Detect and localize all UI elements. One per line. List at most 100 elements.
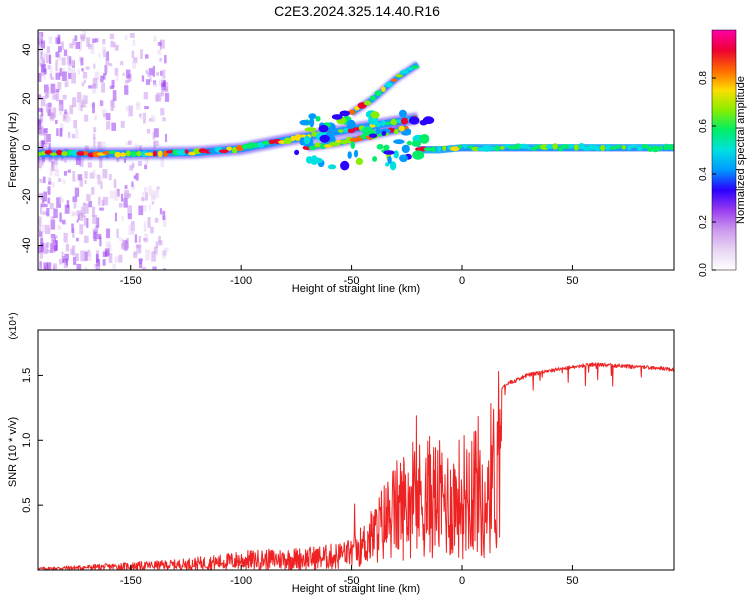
noise-speckle — [110, 99, 114, 108]
noise-speckle — [102, 259, 106, 266]
noise-speckle — [42, 224, 45, 233]
noise-speckle — [39, 267, 43, 270]
ridge-blob — [494, 145, 500, 152]
noise-speckle — [80, 106, 83, 112]
noise-speckle — [52, 182, 55, 188]
noise-speckle — [67, 131, 71, 139]
noise-speckle — [43, 262, 49, 270]
ridge-blob — [394, 128, 399, 135]
noise-speckle — [38, 265, 41, 270]
transition-blob — [319, 134, 330, 143]
noise-speckle — [47, 64, 51, 70]
noise-speckle — [104, 65, 108, 73]
ridge-blob — [130, 151, 138, 157]
noise-speckle — [163, 247, 169, 252]
ridge-blob — [616, 144, 621, 149]
ridge-blob — [364, 100, 371, 106]
noise-speckle — [67, 72, 72, 80]
noise-speckle — [53, 208, 58, 219]
noise-speckle — [67, 55, 70, 65]
snr-series-line — [38, 362, 674, 570]
noise-speckle — [125, 79, 130, 83]
ridge-blob — [119, 152, 127, 157]
y-tick-label: 1.5 — [21, 368, 33, 383]
noise-speckle — [81, 95, 86, 106]
noise-speckle — [145, 79, 151, 85]
noise-speckle — [136, 104, 141, 110]
noise-speckle — [118, 254, 123, 263]
noise-speckle — [136, 244, 142, 254]
noise-speckle — [99, 207, 104, 211]
noise-speckle — [144, 106, 149, 110]
ridge-blob — [658, 145, 664, 151]
noise-speckle — [39, 231, 43, 237]
y-tick-label: 1.0 — [21, 433, 33, 448]
noise-speckle — [145, 156, 149, 165]
noise-speckle — [156, 72, 160, 76]
noise-speckle — [84, 251, 88, 261]
noise-speckle — [160, 157, 165, 167]
noise-speckle — [78, 40, 83, 52]
noise-speckle — [83, 79, 86, 84]
ridge-blob — [481, 145, 492, 152]
noise-speckle — [78, 102, 81, 111]
snr-frame — [37, 329, 675, 571]
noise-speckle — [124, 185, 128, 189]
transition-blob — [331, 114, 343, 120]
noise-speckle — [38, 54, 43, 65]
noise-speckle — [84, 235, 89, 243]
noise-speckle — [86, 218, 89, 228]
transition-blob — [370, 111, 380, 119]
noise-speckle — [162, 215, 167, 227]
x-tick-label: -100 — [230, 575, 252, 587]
ridge-blob — [308, 145, 317, 150]
noise-speckle — [109, 33, 115, 40]
y-tick-label: 0.5 — [21, 497, 33, 512]
colorbar: 0.0 0.2 0.4 0.6 0.8 Normalized spectral ampl… — [698, 29, 747, 277]
ridge-blob — [320, 143, 327, 150]
ridge-blob — [290, 135, 296, 142]
noise-speckle — [143, 187, 148, 194]
noise-speckle — [38, 227, 42, 232]
noise-speckle — [55, 51, 60, 58]
noise-speckle — [59, 67, 62, 77]
noise-speckle — [77, 92, 82, 103]
noise-speckle — [158, 235, 161, 244]
noise-speckle — [93, 231, 97, 242]
noise-speckle — [127, 213, 132, 220]
spectrogram-panel: -150 -100 -50 0 50 40 20 0 -20 -40 Height of str… — [7, 29, 675, 295]
noise-speckle — [91, 206, 96, 217]
noise-speckle — [96, 217, 100, 228]
noise-speckle — [153, 35, 157, 42]
ridge-blob — [283, 137, 292, 145]
transition-blob — [328, 164, 337, 170]
noise-speckle — [39, 178, 43, 183]
noise-speckle — [38, 94, 42, 100]
noise-speckle — [42, 211, 48, 216]
noise-speckle — [165, 86, 169, 91]
noise-speckle — [84, 114, 89, 122]
noise-speckle — [70, 68, 76, 74]
noise-speckle — [107, 244, 112, 252]
noise-speckle — [84, 266, 88, 270]
noise-speckle — [140, 113, 145, 120]
colorbar-tick-label: 0.2 — [698, 215, 709, 229]
noise-speckle — [148, 118, 153, 122]
transition-blob — [372, 156, 378, 162]
noise-speckle — [59, 195, 62, 204]
noise-speckle — [56, 197, 62, 208]
noise-speckle — [38, 158, 42, 169]
noise-speckle — [79, 158, 84, 167]
noise-speckle — [124, 189, 130, 199]
noise-speckle — [131, 50, 135, 59]
ridge-blob — [50, 152, 58, 156]
noise-speckle — [152, 131, 155, 140]
noise-speckle — [145, 54, 149, 59]
noise-speckle — [152, 266, 157, 270]
transition-blob — [328, 141, 341, 147]
noise-speckle — [78, 212, 84, 221]
noise-speckle — [55, 91, 60, 102]
noise-speckle — [106, 121, 111, 130]
noise-speckle — [141, 197, 145, 201]
noise-speckle — [62, 94, 67, 100]
